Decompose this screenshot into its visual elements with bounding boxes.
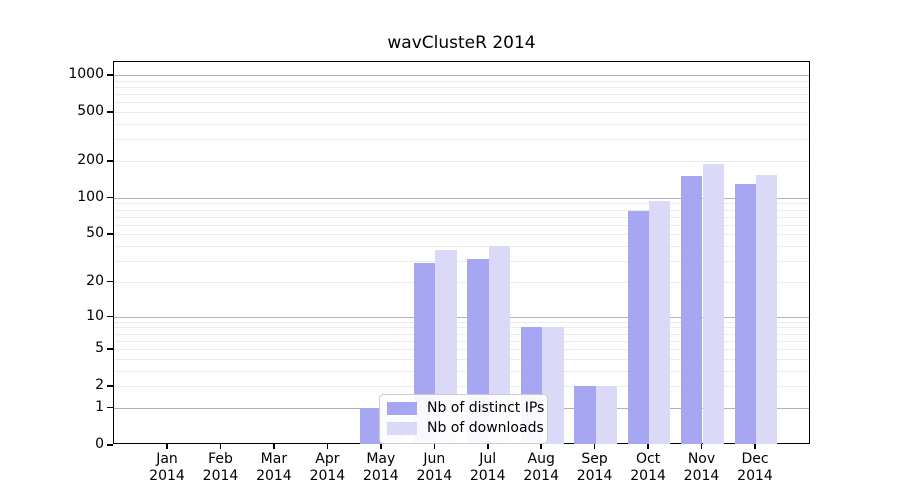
legend-item-downloads: Nb of downloads bbox=[387, 421, 544, 436]
gridline-minor-8 bbox=[114, 327, 809, 329]
y-tick-0 bbox=[107, 444, 113, 446]
y-tick-5 bbox=[107, 348, 113, 350]
gridline-minor-700 bbox=[114, 94, 809, 96]
bar-nb-of-downloads-dec-2014 bbox=[756, 174, 778, 444]
gridline-minor-30 bbox=[114, 261, 809, 263]
y-tick-label-50: 50 bbox=[86, 225, 104, 242]
legend-label-distinct-ips: Nb of distinct IPs bbox=[427, 400, 545, 416]
gridline-minor-9 bbox=[114, 321, 809, 323]
x-tick-label-may-2014: May 2014 bbox=[362, 451, 399, 484]
legend: Nb of distinct IPs Nb of downloads bbox=[379, 394, 548, 444]
y-tick-10 bbox=[107, 315, 113, 318]
gridline-major-1000 bbox=[114, 75, 809, 76]
x-tick-label-mar-2014: Mar 2014 bbox=[256, 451, 292, 484]
x-tick-oct-2014 bbox=[647, 444, 649, 449]
gridline-minor-500 bbox=[114, 112, 809, 114]
plot-area: Nb of distinct IPs Nb of downloads bbox=[113, 61, 810, 444]
x-tick-feb-2014 bbox=[219, 444, 222, 449]
x-tick-label-jun-2014: Jun 2014 bbox=[416, 451, 453, 484]
x-tick-label-feb-2014: Feb 2014 bbox=[202, 451, 239, 484]
y-tick-label-5: 5 bbox=[95, 340, 104, 356]
bar-nb-of-distinct-ips-may-2014 bbox=[360, 407, 382, 444]
gridline-minor-400 bbox=[114, 124, 809, 125]
y-tick-1 bbox=[107, 406, 113, 409]
x-tick-sep-2014 bbox=[593, 444, 596, 449]
bar-nb-of-downloads-sep-2014 bbox=[595, 386, 617, 444]
x-tick-may-2014 bbox=[380, 444, 382, 449]
y-tick-label-2: 2 bbox=[95, 377, 104, 394]
y-tick-label-20: 20 bbox=[86, 272, 104, 289]
x-tick-jul-2014 bbox=[487, 444, 489, 449]
y-tick-label-10: 10 bbox=[86, 307, 104, 324]
gridline-minor-60 bbox=[114, 224, 809, 226]
gridline-minor-20 bbox=[114, 281, 809, 283]
x-tick-aug-2014 bbox=[540, 444, 542, 449]
gridline-major-10 bbox=[114, 316, 809, 318]
x-tick-jun-2014 bbox=[433, 444, 435, 449]
gridline-minor-80 bbox=[114, 209, 809, 211]
x-tick-apr-2014 bbox=[326, 444, 329, 449]
x-tick-nov-2014 bbox=[700, 444, 703, 449]
y-tick-label-200: 200 bbox=[77, 152, 104, 168]
x-tick-label-dec-2014: Dec 2014 bbox=[737, 451, 773, 484]
bar-nb-of-downloads-nov-2014 bbox=[702, 163, 724, 444]
y-tick-label-1000: 1000 bbox=[68, 66, 104, 82]
gridline-minor-4 bbox=[114, 358, 809, 360]
x-tick-mar-2014 bbox=[273, 444, 275, 449]
y-tick-label-0: 0 bbox=[95, 436, 104, 452]
y-tick-100 bbox=[107, 196, 113, 199]
y-tick-20 bbox=[107, 280, 113, 283]
y-tick-2 bbox=[107, 385, 113, 387]
x-tick-label-jan-2014: Jan 2014 bbox=[149, 451, 185, 484]
gridline-minor-5 bbox=[114, 349, 809, 350]
bar-nb-of-distinct-ips-oct-2014 bbox=[627, 211, 650, 444]
y-tick-200 bbox=[107, 160, 113, 162]
y-tick-label-100: 100 bbox=[77, 188, 104, 205]
x-tick-jan-2014 bbox=[166, 444, 168, 449]
bar-nb-of-distinct-ips-nov-2014 bbox=[681, 175, 703, 444]
gridline-minor-7 bbox=[114, 333, 809, 335]
gridline-minor-6 bbox=[114, 340, 809, 342]
bar-nb-of-downloads-oct-2014 bbox=[649, 200, 671, 444]
x-tick-label-nov-2014: Nov 2014 bbox=[683, 451, 720, 484]
legend-swatch-downloads bbox=[387, 422, 417, 435]
gridline-minor-300 bbox=[114, 139, 809, 141]
gridline-minor-900 bbox=[114, 80, 809, 82]
y-tick-500 bbox=[107, 111, 113, 113]
gridline-minor-50 bbox=[114, 234, 809, 236]
x-tick-label-sep-2014: Sep 2014 bbox=[576, 451, 613, 484]
gridline-minor-200 bbox=[114, 161, 809, 162]
gridline-minor-70 bbox=[114, 216, 809, 218]
gridline-minor-2 bbox=[114, 386, 809, 388]
gridline-minor-800 bbox=[114, 86, 809, 88]
gridline-minor-3 bbox=[114, 370, 809, 372]
x-tick-label-aug-2014: Aug 2014 bbox=[523, 451, 559, 484]
gridline-minor-600 bbox=[114, 102, 809, 104]
x-tick-label-oct-2014: Oct 2014 bbox=[630, 451, 666, 484]
bar-nb-of-distinct-ips-dec-2014 bbox=[734, 183, 756, 444]
x-tick-dec-2014 bbox=[754, 444, 756, 449]
x-tick-label-jul-2014: Jul 2014 bbox=[469, 451, 506, 484]
legend-label-downloads: Nb of downloads bbox=[427, 420, 544, 436]
y-tick-label-500: 500 bbox=[77, 103, 104, 120]
gridline-major-100 bbox=[114, 197, 809, 199]
x-tick-label-apr-2014: Apr 2014 bbox=[309, 451, 346, 484]
gridline-minor-90 bbox=[114, 203, 809, 205]
chart-title: wavClusteR 2014 bbox=[387, 33, 536, 53]
y-tick-50 bbox=[107, 233, 113, 235]
gridline-minor-40 bbox=[114, 246, 809, 248]
bar-nb-of-distinct-ips-sep-2014 bbox=[574, 386, 596, 444]
legend-swatch-distinct-ips bbox=[387, 402, 417, 415]
y-tick-label-1: 1 bbox=[95, 398, 104, 415]
legend-item-distinct-ips: Nb of distinct IPs bbox=[387, 401, 544, 416]
y-tick-1000 bbox=[107, 74, 113, 76]
